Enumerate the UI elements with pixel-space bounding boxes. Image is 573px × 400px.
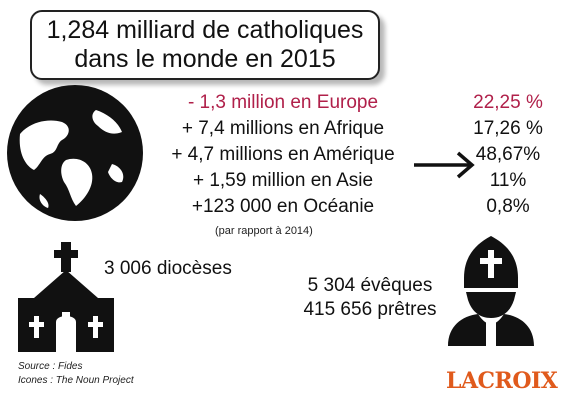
share-america: 48,67% — [475, 144, 541, 165]
icons-credit-line: Icones : The Noun Project — [18, 375, 134, 386]
region-row-oceania: +123 000 en Océanie — [191, 196, 375, 217]
source-line: Source : Fides — [18, 361, 83, 372]
globe-icon — [7, 85, 143, 221]
share-asia: 11% — [489, 170, 527, 191]
title-box: 1,284 milliard de catholiques dans le mo… — [30, 10, 380, 80]
region-row-europe: - 1,3 million en Europe — [187, 92, 379, 113]
dioceses-count: 3 006 diocèses — [104, 258, 232, 279]
priests-count: 415 656 prêtres — [303, 299, 437, 320]
share-europe: 22,25 % — [473, 92, 543, 113]
la-croix-logo: LACROIX — [446, 368, 558, 394]
comparison-note: (par rapport à 2014) — [215, 225, 313, 237]
sources: Source : Fides Icones : The Noun Project — [18, 360, 134, 388]
bishop-icon — [448, 236, 534, 346]
region-row-america: + 4,7 millions en Amérique — [171, 144, 395, 165]
right-arrow-icon — [414, 151, 475, 179]
region-row-africa: + 7,4 millions en Afrique — [181, 118, 385, 139]
share-oceania: 0,8% — [486, 196, 530, 217]
title-line-1: 1,284 milliard de catholiques — [46, 16, 364, 44]
bishops-count: 5 304 évêques — [307, 275, 433, 296]
title-line-2: dans le monde en 2015 — [74, 45, 336, 73]
clergy-counts: 5 304 évêques 415 656 prêtres — [290, 274, 450, 322]
region-row-asia: + 1,59 million en Asie — [192, 170, 374, 191]
church-icon — [18, 242, 114, 352]
share-africa: 17,26 % — [473, 118, 543, 139]
